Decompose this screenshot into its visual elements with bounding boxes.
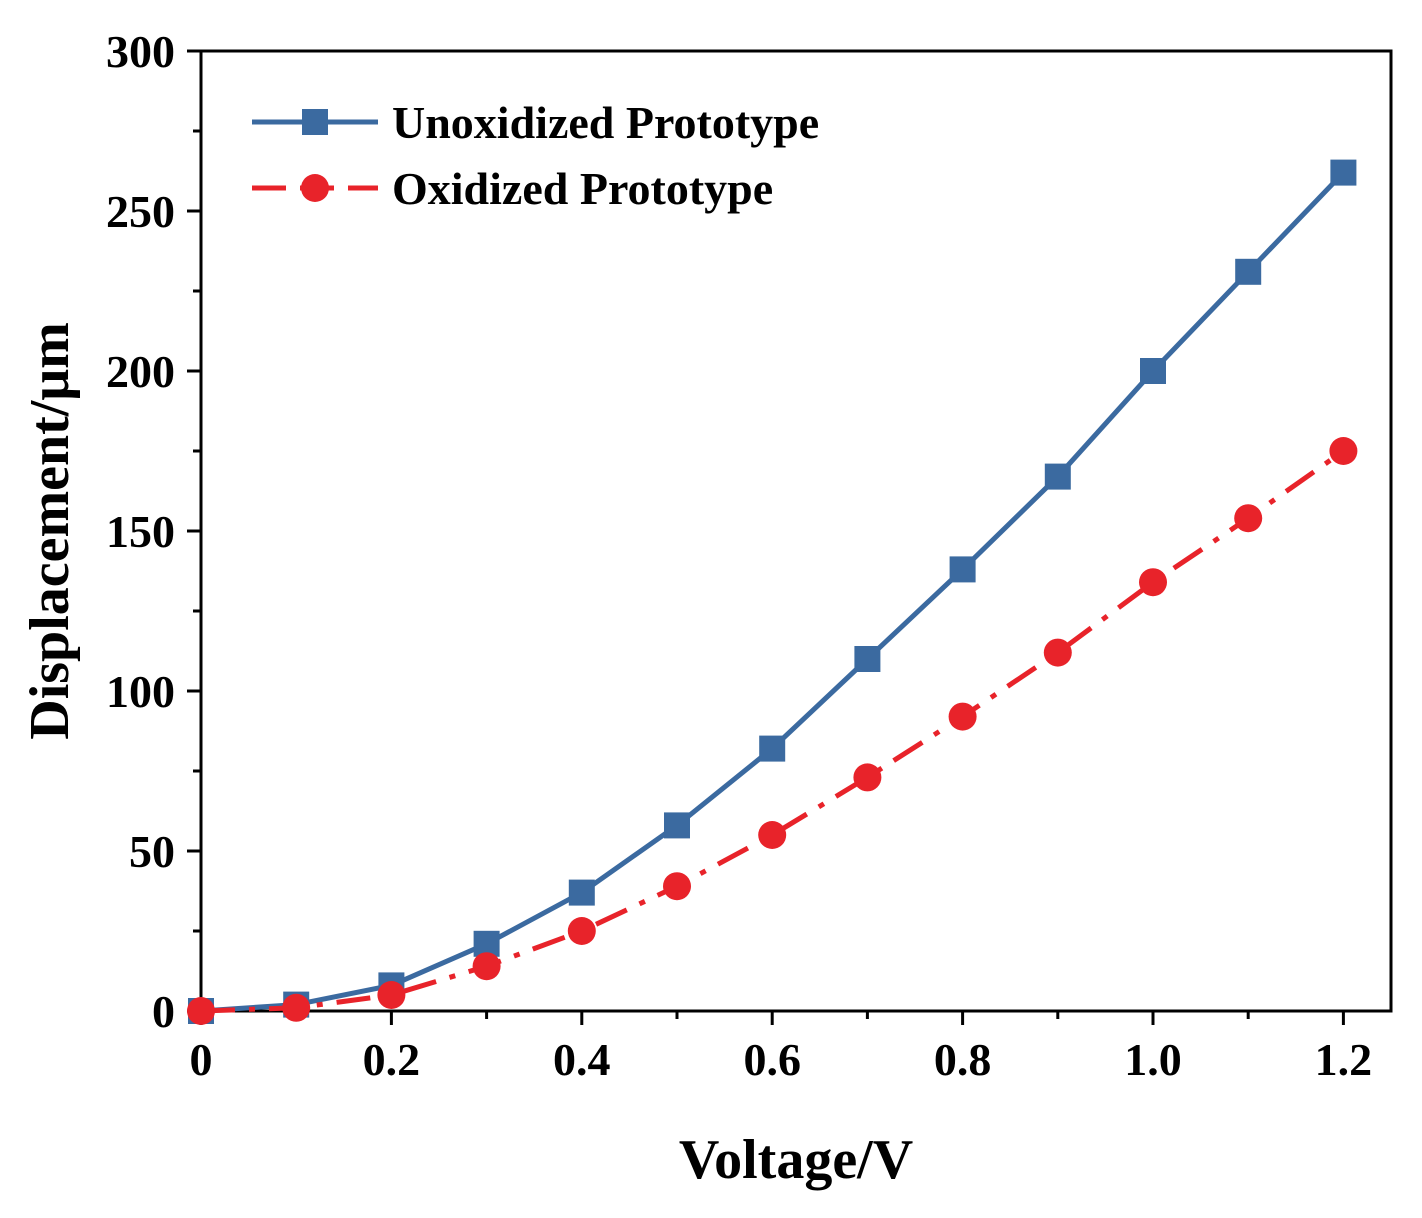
data-point-1: [1235, 258, 1262, 285]
y-tick-label: 50: [129, 826, 175, 877]
y-tick-label: 0: [152, 986, 175, 1037]
data-point-2: [853, 763, 882, 792]
data-point-1: [1140, 358, 1166, 384]
x-axis-title: Voltage/V: [679, 1129, 913, 1191]
data-point-1: [664, 812, 690, 839]
x-axis: 0 0.2 0.4 0.6 0.8 1.0 1.2: [190, 1011, 1373, 1085]
legend: Unoxidized Prototype Oxidized Prototype: [252, 97, 819, 214]
data-point-1: [1330, 159, 1357, 186]
y-tick-label: 300: [106, 26, 175, 77]
series-line-1: [200, 170, 1346, 1014]
data-point-2: [377, 981, 406, 1009]
plot-frame: [199, 49, 1393, 1013]
y-tick-label: 100: [106, 666, 175, 717]
y-tick-label: 200: [106, 346, 175, 397]
x-tick-label: 0.6: [743, 1034, 801, 1085]
data-point-1: [759, 735, 786, 762]
x-tick-label: 0.2: [363, 1034, 421, 1085]
data-point-2: [1234, 504, 1263, 533]
data-point-2: [567, 917, 596, 945]
data-point-2: [948, 702, 977, 731]
data-point-2: [472, 952, 501, 981]
data-point-2: [1329, 437, 1358, 465]
legend-marker-1: [302, 109, 328, 135]
data-point-2: [187, 997, 215, 1025]
legend-label-1: Unoxidized Prototype: [392, 97, 819, 148]
x-tick-label: 0.4: [553, 1034, 611, 1085]
x-tick-label: 1.2: [1315, 1034, 1373, 1085]
legend-marker-2: [301, 174, 329, 202]
data-point-1: [854, 646, 881, 672]
data-point-2: [282, 993, 311, 1022]
data-point-2: [663, 872, 691, 901]
y-axis-title: Displacement/μm: [19, 322, 81, 739]
series-layer: [187, 159, 1358, 1025]
y-tick-label: 150: [106, 506, 175, 557]
series-line-2: [200, 448, 1345, 1014]
legend-label-2: Oxidized Prototype: [392, 163, 773, 214]
x-tick-label: 1.0: [1124, 1034, 1182, 1085]
x-tick-label: 0: [190, 1034, 213, 1085]
data-point-2: [1139, 568, 1167, 597]
x-tick-label: 0.8: [934, 1034, 992, 1085]
data-point-2: [758, 821, 787, 849]
data-point-1: [568, 879, 595, 906]
data-point-1: [949, 556, 976, 583]
data-point-2: [1043, 638, 1072, 667]
y-tick-label: 250: [106, 186, 175, 237]
data-point-1: [1044, 463, 1071, 490]
y-axis: 0 50 100 150 200 250 300: [106, 26, 201, 1037]
